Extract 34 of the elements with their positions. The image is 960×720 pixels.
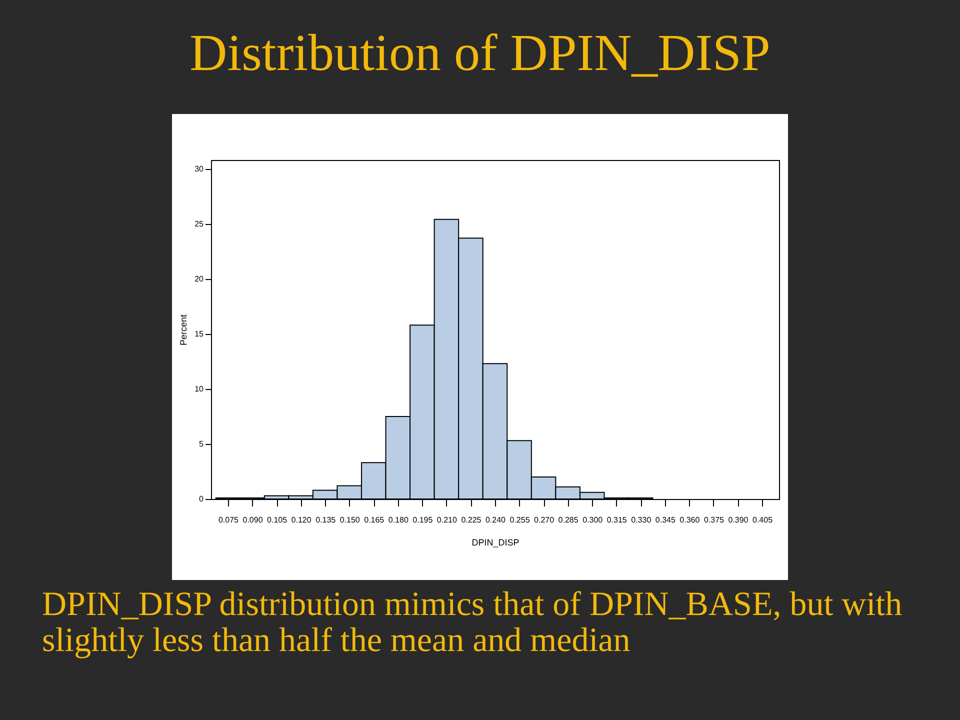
x-tick-label: 0.285 — [558, 516, 579, 524]
x-axis-title: DPIN_DISP — [472, 538, 520, 548]
y-tick-label: 5 — [199, 439, 204, 448]
x-tick-label: 0.255 — [510, 516, 530, 524]
y-tick-label: 20 — [194, 274, 204, 284]
y-tick-label: 15 — [194, 329, 204, 338]
x-tick-label: 0.195 — [412, 516, 434, 524]
x-tick-label: 0.375 — [704, 516, 725, 524]
x-tick-label: 0.405 — [752, 516, 774, 524]
x-tick-label: 0.330 — [631, 516, 652, 524]
y-tick-label: 30 — [194, 164, 204, 174]
x-tick-label: 0.165 — [364, 516, 385, 524]
x-tick-label: 0.300 — [582, 516, 604, 524]
x-tick-label: 0.270 — [534, 516, 555, 524]
y-tick-label: 25 — [194, 219, 204, 228]
x-tick-label: 0.150 — [340, 516, 360, 524]
chart-title: Distribution of DPIN_DISP — [188, 24, 772, 84]
y-axis-title: Percent — [178, 314, 189, 346]
y-tick-label: 0 — [199, 494, 204, 504]
x-tick-label: 0.240 — [485, 516, 506, 524]
x-tick-label: 0.180 — [388, 516, 409, 524]
x-tick-label: 0.315 — [606, 516, 628, 524]
x-tick-label: 0.210 — [436, 516, 458, 524]
text: DPIN_DISP distribution mimics that of DPIN_BASE, but with slightly less than half the mean and median — [42, 586, 904, 659]
x-tick-label: 0.360 — [680, 516, 700, 524]
x-tick-label: 0.105 — [267, 516, 288, 524]
x-tick-label: 0.120 — [291, 516, 312, 524]
x-tick-label: 0.135 — [316, 516, 336, 524]
x-tick-label: 0.390 — [728, 516, 749, 524]
x-tick-label: 0.345 — [655, 516, 676, 524]
x-tick-label: 0.090 — [242, 516, 264, 524]
x-tick-label: 0.075 — [218, 516, 240, 524]
x-tick-label: 0.225 — [461, 516, 482, 524]
y-tick-label: 10 — [194, 384, 204, 394]
